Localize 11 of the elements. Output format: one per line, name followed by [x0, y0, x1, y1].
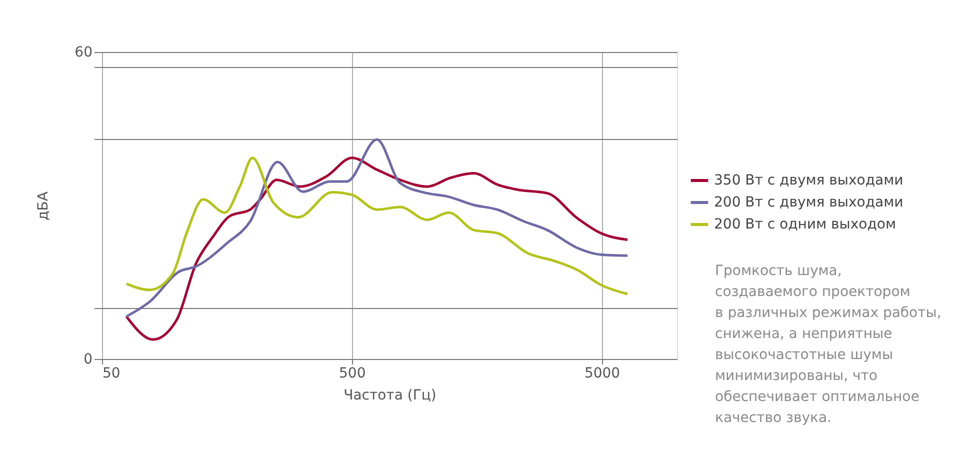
x-tick-label: 500 [339, 366, 366, 382]
x-tick-label: 5000 [584, 366, 620, 382]
legend-label: 200 Вт с одним выходом [714, 216, 896, 232]
legend-label: 350 Вт с двумя выходами [714, 172, 904, 188]
y-tick-label: 60 [74, 44, 92, 60]
y-tick-label: 0 [84, 352, 92, 368]
x-tick-label: 50 [102, 366, 120, 382]
y-axis-title: дБА [36, 191, 52, 220]
x-axis-title: Частота (Гц) [344, 388, 436, 404]
text: Громкость шума, создаваемого проектором в различных режимах работы, снижена, а неприятные высокочастотные шумы минимизированы, что обеспечивает оптимальное качество звука. [715, 263, 942, 426]
legend-label: 200 Вт с двумя выходами [714, 194, 904, 210]
